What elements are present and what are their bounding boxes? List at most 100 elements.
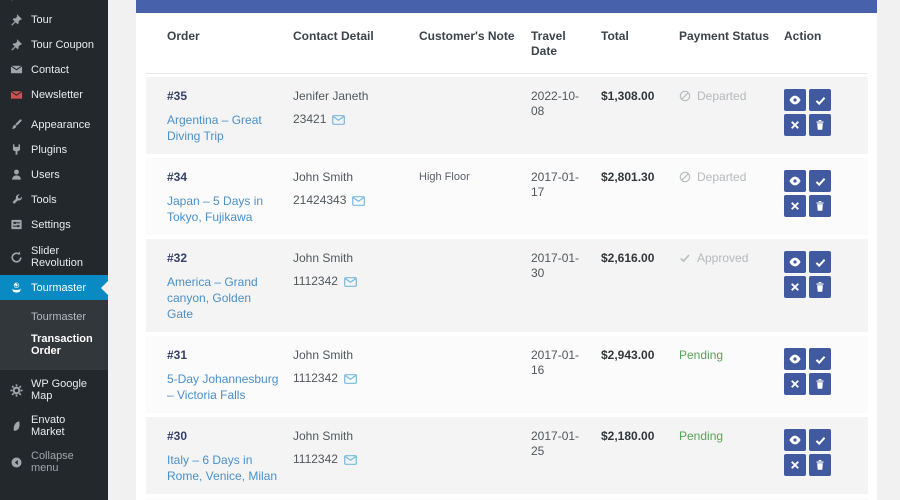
submenu-item-tourmaster[interactable]: Tourmaster [31, 311, 87, 323]
tour-name-link[interactable]: Italy – 6 Days in Rome, Venice, Milan [167, 453, 278, 483]
contact-detail-cell: John Smith 1112342 [293, 251, 419, 322]
status-label: Pending [679, 348, 724, 362]
customer-note [419, 251, 531, 322]
contact-number-line: 23421 [293, 112, 405, 127]
sidebar-item-tour[interactable]: Tour [0, 7, 108, 32]
approve-order-button[interactable] [809, 348, 831, 370]
settings-icon [10, 218, 23, 231]
view-order-button[interactable] [784, 348, 806, 370]
sidebar-item-slider-revolution[interactable]: Slider Revolution [0, 239, 108, 275]
table-row: #31 5-Day Johannesburg – Victoria Falls … [146, 336, 868, 413]
order-total: $2,943.00 [601, 348, 655, 362]
approve-order-button[interactable] [809, 170, 831, 192]
order-id: #30 [167, 429, 188, 443]
order-cell: #30 Italy – 6 Days in Rome, Venice, Mila… [167, 429, 293, 484]
action-cell [784, 89, 868, 144]
email-icon[interactable] [332, 114, 346, 125]
check-icon [815, 177, 825, 186]
view-order-button[interactable] [784, 170, 806, 192]
action-buttons [784, 170, 831, 217]
admin-sidebar: Tour Tour Coupon Contact Newsletter Appe… [0, 0, 108, 500]
trash-icon [816, 120, 824, 130]
cancel-order-button[interactable] [784, 276, 806, 298]
payment-status: Departed [679, 89, 784, 144]
order-id: #31 [167, 348, 188, 362]
orders-table: Order Contact Detail Customer's Note Tra… [136, 13, 877, 500]
tour-name-link[interactable]: America – Grand canyon, Golden Gate [167, 275, 258, 321]
sidebar-item-appearance[interactable]: Appearance [0, 112, 108, 137]
eye-icon [789, 354, 801, 364]
email-icon[interactable] [344, 373, 357, 384]
newsletter-mail-icon [10, 88, 23, 101]
user-icon [10, 168, 23, 181]
order-cell: #32 America – Grand canyon, Golden Gate [167, 251, 293, 322]
eye-icon [789, 257, 801, 267]
column-header-travel-date: Travel Date [531, 29, 566, 58]
tourmaster-icon [10, 281, 23, 294]
contact-number: 21424343 [293, 193, 347, 207]
order-id: #35 [167, 89, 188, 103]
x-icon [791, 283, 799, 291]
sidebar-item-label: Tour [31, 13, 53, 26]
eye-icon [789, 435, 801, 445]
customer-note [419, 89, 531, 144]
column-header-payment-status: Payment Status [679, 29, 770, 43]
sidebar-item-tour-coupon[interactable]: Tour Coupon [0, 32, 108, 57]
email-icon[interactable] [344, 276, 357, 287]
sidebar-item-contact[interactable]: Contact [0, 57, 108, 82]
order-rows: #35 Argentina – Great Diving Trip Jenife… [146, 77, 868, 500]
approve-order-button[interactable] [809, 429, 831, 451]
table-row: #29 Alcatraz Tour plus Muir Woods John S… [146, 498, 868, 500]
eye-icon [789, 176, 801, 186]
eye-icon [789, 95, 801, 105]
table-row: #32 America – Grand canyon, Golden Gate … [146, 239, 868, 332]
check-icon [815, 96, 825, 105]
sidebar-item-collapse-menu[interactable]: Collapse menu [0, 444, 108, 480]
pushpin-icon [10, 38, 23, 51]
submenu-item-transaction-order[interactable]: Transaction Order [31, 333, 93, 357]
cancel-order-button[interactable] [784, 195, 806, 217]
action-buttons [784, 89, 831, 136]
sidebar-item-label: WP Google Map [31, 378, 88, 402]
sidebar-item-tools[interactable]: Tools [0, 187, 108, 212]
brush-icon [10, 118, 23, 131]
sidebar-item-label: Slider Revolution [31, 245, 83, 269]
order-cell: #34 Japan – 5 Days in Tokyo, Fujikawa [167, 170, 293, 225]
tour-name-link[interactable]: Japan – 5 Days in Tokyo, Fujikawa [167, 194, 264, 224]
email-icon[interactable] [352, 195, 366, 206]
tour-name-link[interactable]: 5-Day Johannesburg – Victoria Falls [167, 372, 279, 402]
sidebar-item-envato-market[interactable]: Envato Market [0, 408, 108, 444]
sidebar-item-plugins[interactable]: Plugins [0, 137, 108, 162]
transaction-order-panel: Order Contact Detail Customer's Note Tra… [136, 13, 877, 500]
cancel-order-button[interactable] [784, 454, 806, 476]
sidebar-item-tourmaster[interactable]: Tourmaster [0, 275, 108, 300]
payment-status: Departed [679, 170, 784, 225]
trash-icon [816, 282, 824, 292]
approve-order-button[interactable] [809, 89, 831, 111]
action-cell [784, 251, 868, 322]
delete-order-button[interactable] [809, 454, 831, 476]
delete-order-button[interactable] [809, 373, 831, 395]
tour-name-link[interactable]: Argentina – Great Diving Trip [167, 113, 262, 143]
table-row: #30 Italy – 6 Days in Rome, Venice, Mila… [146, 417, 868, 494]
delete-order-button[interactable] [809, 276, 831, 298]
sidebar-item-wp-google-map[interactable]: WP Google Map [0, 372, 108, 408]
view-order-button[interactable] [784, 89, 806, 111]
view-order-button[interactable] [784, 251, 806, 273]
sidebar-item-settings[interactable]: Settings [0, 212, 108, 237]
wrench-icon [10, 193, 23, 206]
sidebar-item-newsletter[interactable]: Newsletter [0, 82, 108, 107]
plugin-icon [10, 143, 23, 156]
view-order-button[interactable] [784, 429, 806, 451]
delete-order-button[interactable] [809, 195, 831, 217]
sidebar-item-users[interactable]: Users [0, 162, 108, 187]
email-icon[interactable] [344, 454, 357, 465]
cancel-order-button[interactable] [784, 114, 806, 136]
sidebar-item-label: Envato Market [31, 414, 66, 438]
payment-status: Approved [679, 251, 784, 322]
delete-order-button[interactable] [809, 114, 831, 136]
approve-order-button[interactable] [809, 251, 831, 273]
sidebar-item-cutoff[interactable] [0, 0, 108, 7]
contact-name: John Smith [293, 170, 354, 184]
cancel-order-button[interactable] [784, 373, 806, 395]
